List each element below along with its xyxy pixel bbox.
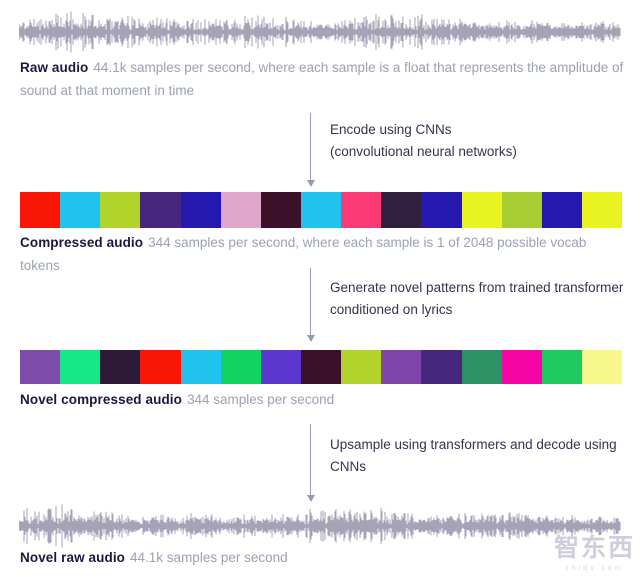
- token-block: [421, 350, 462, 384]
- upsample-step-line1: Upsample using transformers and decode u…: [330, 437, 617, 452]
- novel-compressed-audio-label: Novel compressed audio: [20, 392, 182, 407]
- generate-step-label: Generate novel patterns from trained tra…: [330, 277, 630, 321]
- token-block: [381, 350, 422, 384]
- upsample-step-label: Upsample using transformers and decode u…: [330, 434, 630, 478]
- novel-raw-audio-waveform: [19, 504, 621, 548]
- token-block: [300, 350, 342, 384]
- novel-compressed-audio-caption: Novel compressed audio 344 samples per se…: [20, 388, 626, 411]
- token-block: [100, 192, 141, 228]
- novel-raw-audio-caption: Novel raw audio 44.1k samples per second: [20, 546, 626, 569]
- token-block: [180, 350, 221, 384]
- compressed-audio-caption: Compressed audio 344 samples per second, …: [20, 231, 626, 277]
- novel-compressed-audio-description: 344 samples per second: [187, 392, 335, 407]
- token-block: [541, 192, 582, 228]
- compressed-audio-label: Compressed audio: [20, 235, 144, 250]
- token-block: [60, 350, 101, 384]
- token-block: [260, 192, 301, 228]
- novel-compressed-audio-strip: [20, 350, 623, 384]
- novel-raw-audio-description: 44.1k samples per second: [130, 550, 288, 565]
- encode-step-line1: Encode using CNNs: [330, 122, 452, 137]
- token-block: [260, 350, 301, 384]
- token-block: [100, 350, 141, 384]
- token-block: [140, 192, 181, 228]
- raw-audio-label: Raw audio: [20, 60, 89, 75]
- upsample-step-line2: CNNs: [330, 459, 366, 474]
- token-block: [501, 350, 542, 384]
- compressed-audio-strip: [20, 192, 623, 228]
- token-block: [220, 192, 261, 228]
- token-block: [381, 192, 422, 228]
- token-block: [20, 192, 61, 228]
- token-block: [581, 350, 623, 384]
- encode-step-line2: (convolutional neural networks): [330, 144, 517, 159]
- token-block: [180, 192, 221, 228]
- generate-step-line1: Generate novel patterns from trained tra…: [330, 280, 624, 295]
- token-block: [20, 350, 61, 384]
- raw-audio-waveform: [19, 11, 621, 53]
- novel-raw-audio-label: Novel raw audio: [20, 550, 126, 565]
- encode-step-label: Encode using CNNs (convolutional neural …: [330, 119, 630, 163]
- raw-audio-description: 44.1k samples per second, where each sam…: [20, 60, 624, 98]
- token-block: [300, 192, 342, 228]
- token-block: [341, 350, 382, 384]
- down-arrow-icon: [306, 113, 315, 187]
- token-block: [541, 350, 582, 384]
- token-block: [461, 192, 502, 228]
- raw-audio-caption: Raw audio 44.1k samples per second, where…: [20, 56, 626, 102]
- token-block: [421, 192, 462, 228]
- generate-step-line2: conditioned on lyrics: [330, 302, 453, 317]
- token-block: [341, 192, 382, 228]
- token-block: [220, 350, 261, 384]
- token-block: [140, 350, 181, 384]
- token-block: [581, 192, 623, 228]
- token-block: [461, 350, 502, 384]
- compressed-audio-description: 344 samples per second, where each sampl…: [20, 235, 587, 273]
- token-block: [60, 192, 101, 228]
- down-arrow-icon: [306, 268, 315, 342]
- down-arrow-icon: [306, 424, 315, 502]
- token-block: [501, 192, 542, 228]
